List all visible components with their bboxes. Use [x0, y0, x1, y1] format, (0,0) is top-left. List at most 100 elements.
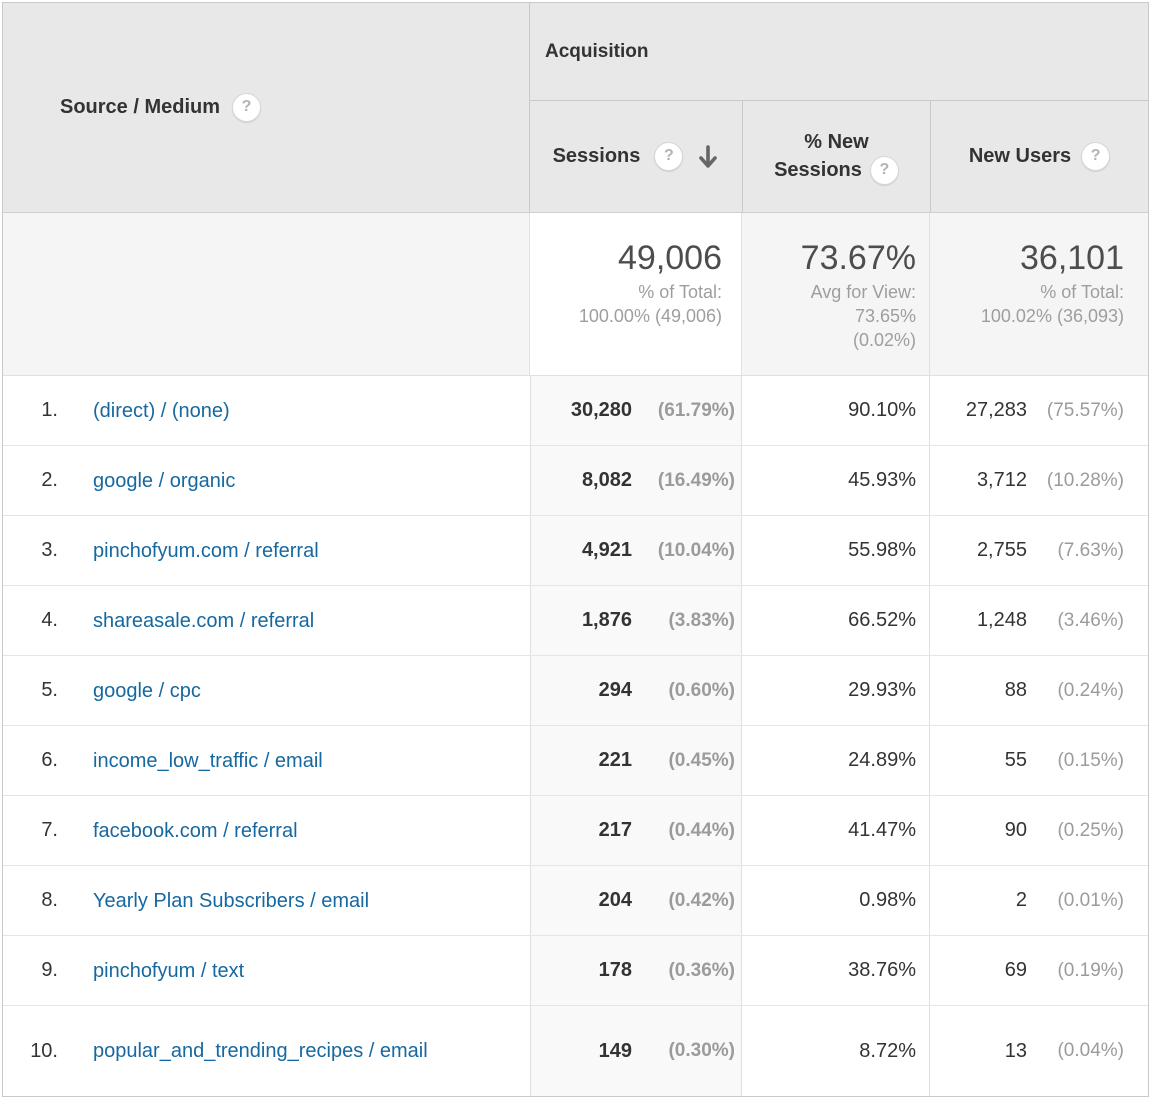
help-icon[interactable]: ? [869, 155, 899, 185]
source-medium-cell: 10. popular_and_trending_recipes / email [3, 1006, 530, 1096]
source-medium-cell: 3. pinchofyum.com / referral [3, 516, 530, 585]
summary-source-cell [3, 213, 530, 375]
row-number: 10. [30, 1039, 58, 1062]
source-medium-link[interactable]: popular_and_trending_recipes / email [93, 1040, 428, 1062]
sessions-value: 178 [598, 959, 632, 981]
table-row: 6. income_low_traffic / email 221 (0.45%… [3, 726, 1148, 796]
sessions-cell: 30,280 (61.79%) [530, 376, 742, 445]
percent-new-sessions-header-line1: % New [804, 130, 869, 153]
percent-new-sessions-value: 55.98% [848, 539, 916, 561]
percent-new-sessions-delta: (0.02%) [852, 330, 916, 350]
new-users-cell: 3,712 (10.28%) [930, 446, 1148, 515]
new-users-value: 55 [1004, 749, 1027, 771]
percent-new-sessions-cell: 45.93% [742, 446, 930, 515]
source-medium-link[interactable]: google / organic [93, 469, 236, 492]
percent-new-sessions-cell: 29.93% [742, 656, 930, 725]
sessions-cell: 8,082 (16.49%) [530, 446, 742, 515]
column-header-percent-new-sessions[interactable]: % New Sessions ? [742, 101, 930, 212]
sessions-cell: 1,876 (3.83%) [530, 586, 742, 655]
sessions-value: 221 [598, 749, 632, 771]
sessions-cell: 4,921 (10.04%) [530, 516, 742, 585]
sessions-value: 149 [598, 1039, 632, 1062]
source-medium-link[interactable]: Yearly Plan Subscribers / email [93, 889, 370, 912]
percent-new-sessions-cell: 90.10% [742, 376, 930, 445]
sessions-value: 4,921 [581, 539, 632, 561]
new-users-percent: (75.57%) [1046, 399, 1124, 421]
summary-percent-new-sessions-cell: 73.67% Avg for View: 73.65% (0.02%) [742, 213, 930, 375]
table-row: 7. facebook.com / referral 217 (0.44%) 4… [3, 796, 1148, 866]
source-medium-cell: 2. google / organic [3, 446, 530, 515]
sessions-value: 30,280 [570, 399, 632, 421]
percent-new-sessions-value: 66.52% [848, 609, 916, 631]
percent-new-sessions-value: 38.76% [848, 959, 916, 981]
source-medium-link[interactable]: google / cpc [93, 679, 201, 702]
table-body: 1. (direct) / (none) 30,280 (61.79%) 90.… [3, 376, 1148, 1096]
sessions-cell: 221 (0.45%) [530, 726, 742, 795]
sessions-cell: 294 (0.60%) [530, 656, 742, 725]
source-medium-link[interactable]: pinchofyum.com / referral [93, 539, 319, 562]
new-users-value: 69 [1004, 959, 1027, 981]
acquisition-group-header: Acquisition [530, 3, 1148, 101]
new-users-value: 88 [1004, 679, 1027, 701]
column-header-sessions[interactable]: Sessions ? [530, 101, 742, 212]
percent-new-sessions-cell: 8.72% [742, 1006, 930, 1096]
new-users-cell: 55 (0.15%) [930, 726, 1148, 795]
sessions-percent: (16.49%) [657, 469, 735, 491]
source-medium-cell: 7. facebook.com / referral [3, 796, 530, 865]
sessions-total-caption: % of Total: [638, 282, 722, 302]
source-medium-link[interactable]: shareasale.com / referral [93, 609, 315, 632]
help-icon[interactable]: ? [232, 93, 262, 122]
help-icon[interactable]: ? [1081, 142, 1111, 171]
source-medium-cell: 9. pinchofyum / text [3, 936, 530, 1005]
percent-new-sessions-caption: Avg for View: [810, 282, 916, 302]
row-number: 5. [41, 679, 58, 701]
new-users-percent: (0.01%) [1057, 889, 1124, 911]
new-users-value: 2,755 [976, 539, 1027, 561]
sessions-value: 217 [598, 819, 632, 841]
sessions-percent: (0.42%) [668, 889, 735, 911]
column-header-source-medium[interactable]: Source / Medium ? [3, 3, 530, 212]
new-users-value: 27,283 [965, 399, 1027, 421]
percent-new-sessions-value: 90.10% [848, 399, 916, 421]
sessions-percent: (10.04%) [657, 539, 735, 561]
row-number: 8. [41, 889, 58, 911]
new-users-cell: 90 (0.25%) [930, 796, 1148, 865]
source-medium-link[interactable]: income_low_traffic / email [93, 749, 323, 772]
row-number: 2. [41, 469, 58, 491]
sessions-percent: (0.30%) [668, 1040, 735, 1061]
sessions-total-detail: 100.00% (49,006) [578, 306, 722, 326]
sessions-cell: 178 (0.36%) [530, 936, 742, 1005]
sessions-percent: (0.60%) [668, 679, 735, 701]
row-number: 9. [41, 959, 58, 981]
new-users-percent: (0.15%) [1057, 749, 1124, 771]
percent-new-sessions-cell: 41.47% [742, 796, 930, 865]
source-medium-link[interactable]: pinchofyum / text [93, 959, 245, 982]
source-medium-link[interactable]: facebook.com / referral [93, 819, 298, 842]
percent-new-sessions-cell: 0.98% [742, 866, 930, 935]
source-medium-cell: 8. Yearly Plan Subscribers / email [3, 866, 530, 935]
percent-new-sessions-detail: 73.65% [854, 306, 916, 326]
new-users-percent: (0.24%) [1057, 679, 1124, 701]
percent-new-sessions-value: 41.47% [848, 819, 916, 841]
row-number: 1. [41, 399, 58, 421]
summary-new-users-cell: 36,101 % of Total: 100.02% (36,093) [930, 213, 1148, 375]
sessions-value: 204 [598, 889, 632, 911]
percent-new-sessions-value: 8.72% [859, 1039, 916, 1062]
source-medium-cell: 4. shareasale.com / referral [3, 586, 530, 655]
table-row: 2. google / organic 8,082 (16.49%) 45.93… [3, 446, 1148, 516]
new-users-total: 36,101 [1020, 239, 1124, 277]
new-users-cell: 1,248 (3.46%) [930, 586, 1148, 655]
sessions-percent: (61.79%) [657, 399, 735, 421]
new-users-value: 13 [1004, 1039, 1027, 1062]
help-icon[interactable]: ? [654, 142, 684, 171]
new-users-header-label: New Users [968, 145, 1072, 167]
new-users-cell: 2 (0.01%) [930, 866, 1148, 935]
row-number: 6. [41, 749, 58, 771]
source-medium-link[interactable]: (direct) / (none) [93, 399, 230, 422]
row-number: 4. [41, 609, 58, 631]
table-row: 8. Yearly Plan Subscribers / email 204 (… [3, 866, 1148, 936]
sort-descending-icon[interactable] [697, 143, 719, 171]
column-header-new-users[interactable]: New Users ? [930, 101, 1148, 212]
new-users-cell: 2,755 (7.63%) [930, 516, 1148, 585]
